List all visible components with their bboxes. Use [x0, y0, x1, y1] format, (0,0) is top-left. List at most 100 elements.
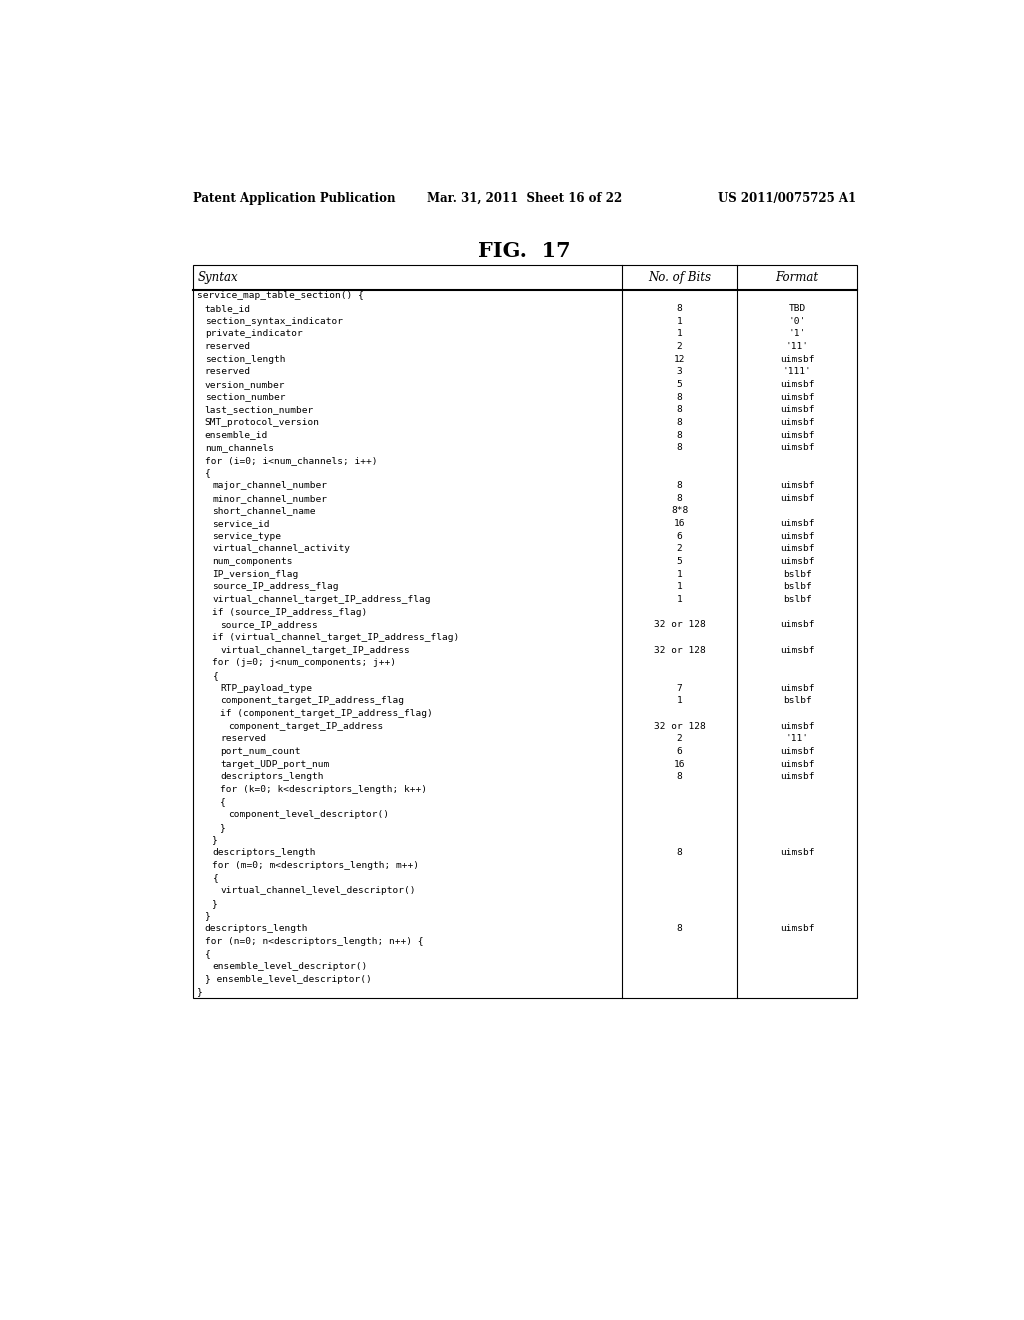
- Text: uimsbf: uimsbf: [779, 759, 814, 768]
- Text: uimsbf: uimsbf: [779, 620, 814, 630]
- Text: 2: 2: [677, 734, 682, 743]
- Text: 6: 6: [677, 532, 682, 541]
- Text: 1: 1: [677, 329, 682, 338]
- Text: SMT_protocol_version: SMT_protocol_version: [205, 418, 319, 426]
- Text: uimsbf: uimsbf: [779, 519, 814, 528]
- Text: for (k=0; k<descriptors_length; k++): for (k=0; k<descriptors_length; k++): [220, 785, 427, 793]
- Text: num_channels: num_channels: [205, 444, 273, 453]
- Text: if (virtual_channel_target_IP_address_flag): if (virtual_channel_target_IP_address_fl…: [212, 634, 460, 642]
- Text: service_map_table_section() {: service_map_table_section() {: [197, 292, 364, 301]
- Text: section_number: section_number: [205, 392, 286, 401]
- Text: for (n=0; n<descriptors_length; n++) {: for (n=0; n<descriptors_length; n++) {: [205, 937, 423, 945]
- Text: bslbf: bslbf: [782, 582, 811, 591]
- Text: }: }: [212, 899, 218, 908]
- Text: 1: 1: [677, 582, 682, 591]
- Text: 2: 2: [677, 544, 682, 553]
- Text: 8: 8: [677, 494, 682, 503]
- Text: {: {: [212, 671, 218, 680]
- Text: reserved: reserved: [205, 367, 251, 376]
- Text: uimsbf: uimsbf: [779, 747, 814, 756]
- Text: {: {: [220, 797, 226, 807]
- Text: uimsbf: uimsbf: [779, 355, 814, 363]
- Text: component_target_IP_address: component_target_IP_address: [228, 722, 383, 730]
- Text: component_target_IP_address_flag: component_target_IP_address_flag: [220, 696, 404, 705]
- Text: Syntax: Syntax: [198, 271, 239, 284]
- Text: private_indicator: private_indicator: [205, 329, 302, 338]
- Text: uimsbf: uimsbf: [779, 380, 814, 389]
- Text: uimsbf: uimsbf: [779, 418, 814, 426]
- Text: 5: 5: [677, 557, 682, 566]
- Text: virtual_channel_target_IP_address: virtual_channel_target_IP_address: [220, 645, 410, 655]
- Text: reserved: reserved: [220, 734, 266, 743]
- Text: 8: 8: [677, 304, 682, 313]
- Text: 8*8: 8*8: [671, 507, 688, 516]
- Text: section_syntax_indicator: section_syntax_indicator: [205, 317, 343, 326]
- Text: bslbf: bslbf: [782, 570, 811, 578]
- Text: 2: 2: [677, 342, 682, 351]
- Text: 8: 8: [677, 430, 682, 440]
- Text: } ensemble_level_descriptor(): } ensemble_level_descriptor(): [205, 974, 372, 983]
- Text: descriptors_length: descriptors_length: [212, 849, 316, 857]
- Text: uimsbf: uimsbf: [779, 494, 814, 503]
- Text: short_channel_name: short_channel_name: [212, 507, 316, 516]
- Text: 8: 8: [677, 405, 682, 414]
- Text: major_channel_number: major_channel_number: [212, 482, 328, 490]
- Text: service_type: service_type: [212, 532, 282, 541]
- Text: uimsbf: uimsbf: [779, 430, 814, 440]
- Text: version_number: version_number: [205, 380, 286, 389]
- Text: uimsbf: uimsbf: [779, 557, 814, 566]
- Text: 8: 8: [677, 849, 682, 857]
- Text: uimsbf: uimsbf: [779, 544, 814, 553]
- Text: 8: 8: [677, 418, 682, 426]
- Text: }: }: [205, 911, 211, 920]
- Text: {: {: [205, 469, 211, 478]
- Text: source_IP_address_flag: source_IP_address_flag: [212, 582, 339, 591]
- Text: Mar. 31, 2011  Sheet 16 of 22: Mar. 31, 2011 Sheet 16 of 22: [427, 191, 623, 205]
- Text: 8: 8: [677, 392, 682, 401]
- Text: 8: 8: [677, 482, 682, 490]
- Text: 32 or 128: 32 or 128: [653, 722, 706, 730]
- Text: Format: Format: [775, 271, 818, 284]
- Text: 32 or 128: 32 or 128: [653, 645, 706, 655]
- Text: 6: 6: [677, 747, 682, 756]
- Text: bslbf: bslbf: [782, 696, 811, 705]
- Text: if (source_IP_address_flag): if (source_IP_address_flag): [212, 607, 368, 616]
- Text: uimsbf: uimsbf: [779, 849, 814, 857]
- Text: source_IP_address: source_IP_address: [220, 620, 317, 630]
- Text: descriptors_length: descriptors_length: [220, 772, 324, 781]
- Text: }: }: [220, 822, 226, 832]
- Text: {: {: [205, 949, 211, 958]
- Text: if (component_target_IP_address_flag): if (component_target_IP_address_flag): [220, 709, 433, 718]
- Text: '111': '111': [782, 367, 811, 376]
- Text: for (i=0; i<num_channels; i++): for (i=0; i<num_channels; i++): [205, 455, 377, 465]
- Text: uimsbf: uimsbf: [779, 645, 814, 655]
- Bar: [194, 265, 856, 998]
- Text: 7: 7: [677, 684, 682, 693]
- Text: bslbf: bslbf: [782, 595, 811, 605]
- Text: '1': '1': [788, 329, 806, 338]
- Text: 1: 1: [677, 317, 682, 326]
- Text: for (j=0; j<num_components; j++): for (j=0; j<num_components; j++): [212, 659, 396, 668]
- Text: '0': '0': [788, 317, 806, 326]
- Text: 5: 5: [677, 380, 682, 389]
- Text: virtual_channel_activity: virtual_channel_activity: [212, 544, 350, 553]
- Text: 32 or 128: 32 or 128: [653, 620, 706, 630]
- Text: RTP_payload_type: RTP_payload_type: [220, 684, 312, 693]
- Text: for (m=0; m<descriptors_length; m++): for (m=0; m<descriptors_length; m++): [212, 861, 420, 870]
- Text: virtual_channel_level_descriptor(): virtual_channel_level_descriptor(): [220, 886, 416, 895]
- Text: IP_version_flag: IP_version_flag: [212, 570, 299, 578]
- Text: last_section_number: last_section_number: [205, 405, 314, 414]
- Text: port_num_count: port_num_count: [220, 747, 301, 756]
- Text: uimsbf: uimsbf: [779, 532, 814, 541]
- Text: Patent Application Publication: Patent Application Publication: [194, 191, 395, 205]
- Text: num_components: num_components: [212, 557, 293, 566]
- Text: }: }: [197, 987, 203, 997]
- Text: uimsbf: uimsbf: [779, 722, 814, 730]
- Text: 1: 1: [677, 570, 682, 578]
- Text: '11': '11': [785, 342, 809, 351]
- Text: 3: 3: [677, 367, 682, 376]
- Text: 1: 1: [677, 696, 682, 705]
- Text: 1: 1: [677, 595, 682, 605]
- Text: uimsbf: uimsbf: [779, 482, 814, 490]
- Text: service_id: service_id: [212, 519, 270, 528]
